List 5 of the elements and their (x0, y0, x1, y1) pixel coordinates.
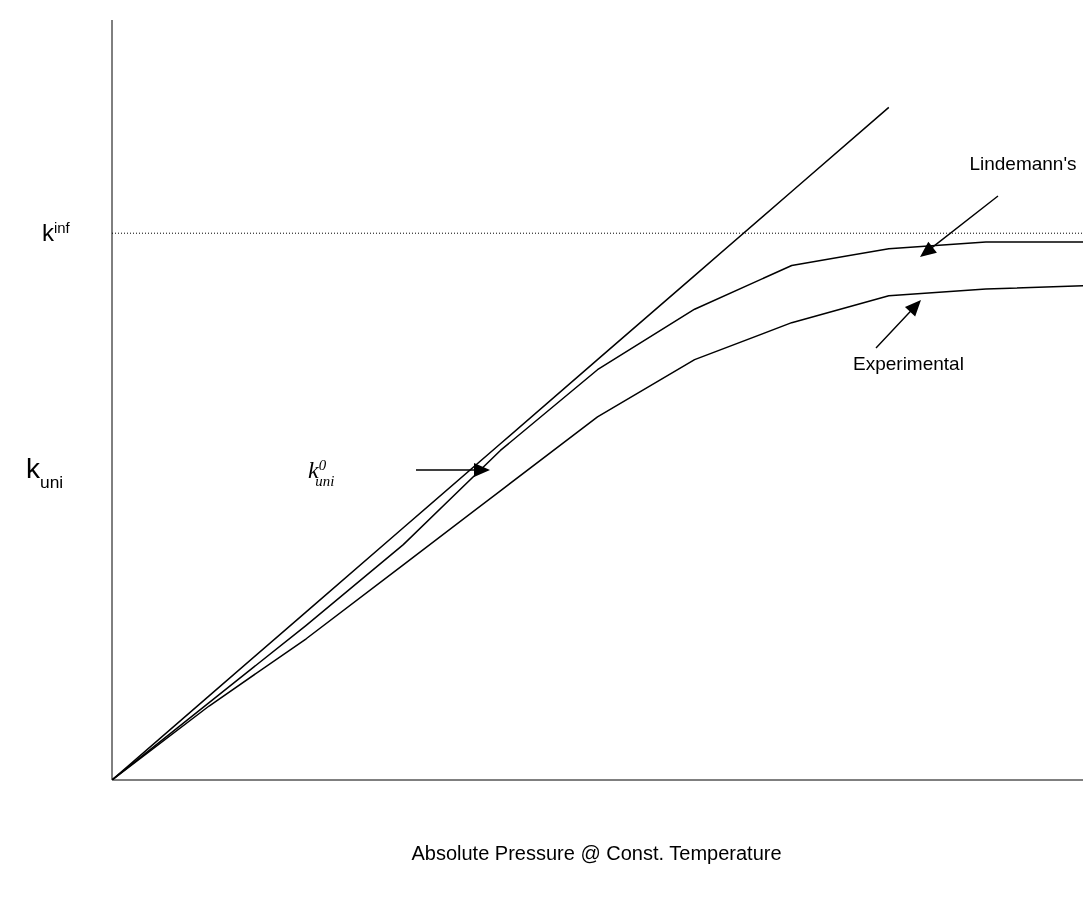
x-axis-title: Absolute Pressure @ Const. Temperature (411, 842, 782, 864)
annotation: Experimental (853, 353, 964, 374)
annotation: Lindemann's (969, 153, 1077, 174)
y-axis-title: k$_{uni}$ (26, 453, 64, 492)
ref-line-label: k$^{inf}$ (42, 219, 71, 247)
